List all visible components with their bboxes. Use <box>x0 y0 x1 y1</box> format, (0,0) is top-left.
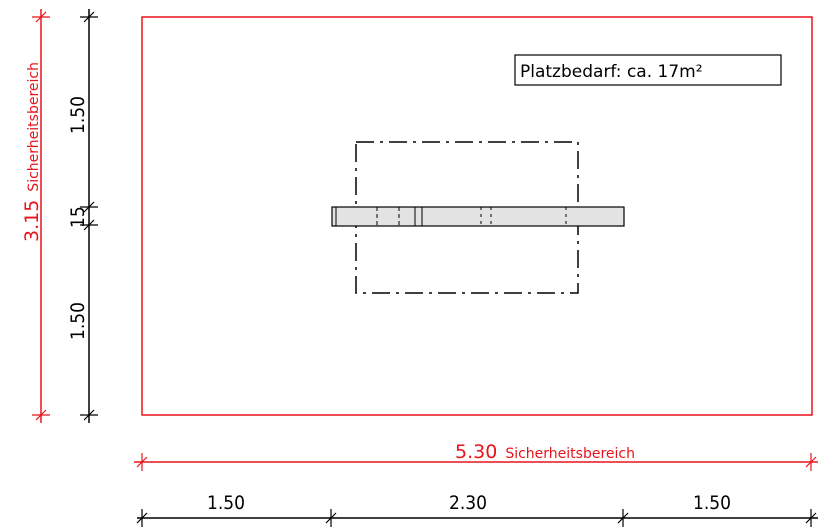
safety-area-rectangle <box>141 16 813 416</box>
safety-height-value: 3.15 <box>21 200 43 242</box>
bottom-dim-middle: 2.30 <box>449 492 487 514</box>
safety-height-label: Sicherheitsbereich <box>26 62 42 192</box>
left-dimension-chain: 1.50 15 1.50 <box>67 9 98 423</box>
safety-width-value: 5.30 <box>455 441 497 463</box>
bench-object <box>331 206 625 227</box>
space-requirement-text: Platzbedarf: ca. 17m² <box>520 62 703 82</box>
safety-width-label: Sicherheitsbereich <box>505 446 635 462</box>
left-dim-middle: 15 <box>67 206 89 228</box>
safety-height-dimension: 3.15 Sicherheitsbereich <box>21 9 50 423</box>
space-requirement-note: Platzbedarf: ca. 17m² <box>514 54 782 86</box>
left-dim-top: 1.50 <box>67 96 89 134</box>
svg-text:3.15 Sicherheitsbereich: 3.15 Sicherheitsbereich <box>21 62 43 242</box>
safety-width-dimension: 5.30 Sicherheitsbereich <box>134 441 818 471</box>
svg-text:5.30 Sicherheitsbereich: 5.30 Sicherheitsbereich <box>455 441 635 463</box>
bottom-dim-left: 1.50 <box>207 492 245 514</box>
left-dim-bottom: 1.50 <box>67 302 89 340</box>
bottom-dim-right: 1.50 <box>693 492 731 514</box>
bottom-dimension-chain: 1.50 2.30 1.50 <box>136 492 818 527</box>
